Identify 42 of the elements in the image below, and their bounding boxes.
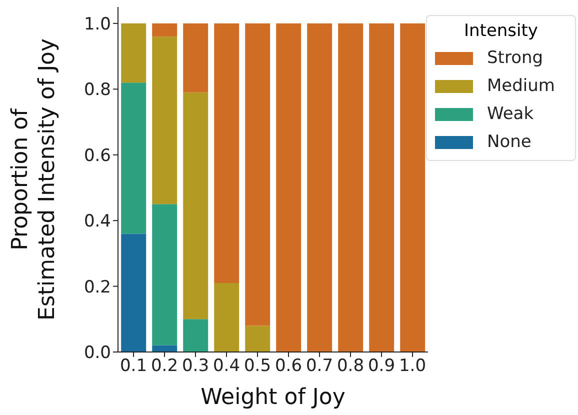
x-tick-label: 0.9	[368, 356, 396, 376]
y-tick-label: 0.0	[84, 343, 111, 364]
bar	[121, 234, 146, 352]
legend-label: None	[487, 131, 532, 153]
legend-label: Strong	[487, 47, 544, 69]
bar	[121, 23, 146, 83]
x-tick-label: 0.5	[244, 356, 272, 376]
x-tick-label: 0.7	[306, 356, 334, 376]
x-tick-label: 0.8	[336, 356, 364, 376]
legend-label: Medium	[487, 75, 555, 97]
bar	[183, 319, 208, 352]
bar	[152, 345, 178, 352]
bar	[214, 23, 240, 283]
bar	[183, 92, 208, 320]
bar	[152, 204, 178, 346]
legend-title: Intensity	[463, 20, 539, 42]
x-tick-label: 0.6	[274, 356, 302, 376]
y-tick-label: 0.2	[84, 277, 111, 298]
y-tick-label: 1.0	[84, 14, 111, 34]
bar	[276, 23, 302, 352]
bar	[121, 82, 146, 234]
y-tick-label: 0.8	[84, 80, 111, 100]
bar	[214, 283, 240, 352]
bar	[245, 326, 270, 352]
bar	[369, 23, 394, 352]
bar	[183, 23, 208, 92]
x-tick-label: 0.1	[120, 356, 148, 376]
x-tick-label: 0.2	[150, 356, 178, 376]
x-tick-label: 0.3	[182, 356, 210, 376]
legend-label: Weak	[487, 103, 534, 125]
bar	[400, 23, 426, 352]
y-axis-title: Proportion of Estimated Intensity of Joy	[8, 38, 60, 321]
bar	[152, 36, 178, 204]
bar	[307, 23, 332, 352]
bar	[338, 23, 364, 352]
bar	[152, 23, 178, 37]
y-tick-label: 0.4	[84, 212, 111, 232]
y-tick-label: 0.6	[84, 146, 111, 166]
bar	[245, 23, 270, 326]
x-tick-label: 0.4	[212, 356, 240, 376]
x-axis-title: Weight of Joy	[200, 385, 346, 410]
x-tick-label: 1.0	[398, 356, 426, 376]
